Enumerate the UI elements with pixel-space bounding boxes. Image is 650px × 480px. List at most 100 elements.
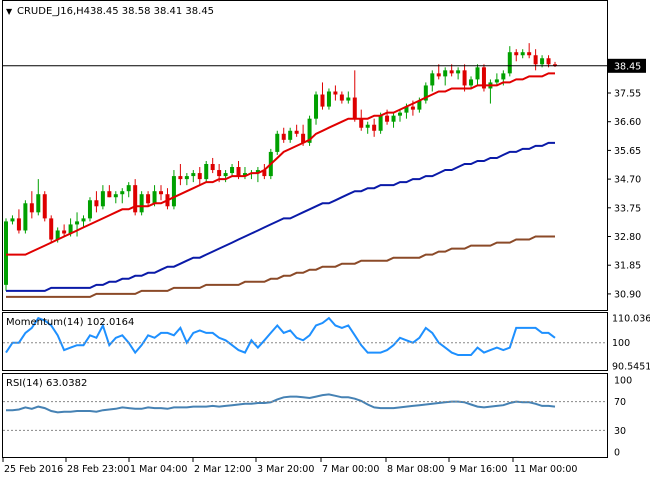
- candle-body: [359, 118, 364, 128]
- candle-body: [178, 176, 183, 180]
- candle-body: [430, 73, 435, 86]
- price-tick-label: 36.60: [614, 117, 641, 128]
- price-tick-label: 31.85: [614, 261, 641, 272]
- candle-body: [275, 133, 280, 152]
- candle-body: [423, 85, 428, 101]
- candle-body: [436, 73, 441, 77]
- price-tick-label: 33.75: [614, 203, 641, 214]
- candle-body: [288, 130, 293, 140]
- fast-moving-average-line: [6, 72, 555, 256]
- candle-body: [230, 167, 235, 174]
- candle-body: [404, 106, 409, 113]
- rsi-series: [3, 393, 607, 431]
- rsi-line: [6, 393, 556, 414]
- candle-body: [75, 221, 80, 225]
- symbol-collapse-icon[interactable]: ▼: [6, 7, 13, 16]
- candle-body: [533, 55, 538, 65]
- candle-body: [540, 58, 545, 65]
- candle-body: [481, 67, 486, 89]
- rsi-tick-label: 30: [614, 426, 626, 437]
- candle-body: [391, 115, 396, 122]
- price-tick-label: 37.55: [614, 89, 641, 100]
- time-tick-label: 1 Mar 04:00: [130, 464, 187, 475]
- candle-body: [501, 73, 506, 80]
- candle-body: [4, 221, 8, 285]
- time-tick-label: 8 Mar 08:00: [387, 464, 444, 475]
- candle-body: [62, 230, 67, 234]
- candle-body: [126, 185, 131, 192]
- candle-body: [546, 58, 551, 65]
- main-panel-frame: [2, 0, 608, 311]
- candle-body: [204, 164, 209, 180]
- candle-body: [417, 100, 422, 110]
- rsi-title: RSI(14) 63.0382: [6, 378, 87, 389]
- candle-body: [378, 115, 383, 131]
- candle-body: [120, 191, 125, 195]
- candle-body: [133, 185, 138, 213]
- candle-body: [507, 52, 512, 74]
- candle-body: [152, 191, 157, 204]
- candle-body: [159, 191, 164, 195]
- candle-body: [475, 67, 480, 80]
- candle-body: [29, 203, 34, 213]
- candle-body: [326, 91, 331, 107]
- candle-body: [301, 133, 306, 143]
- price-candles: [4, 43, 557, 291]
- price-tick-label: 30.90: [614, 289, 641, 300]
- time-tick-label: 28 Feb 23:00: [67, 464, 129, 475]
- candle-body: [139, 194, 144, 213]
- candle-body: [217, 170, 222, 177]
- time-tick-label: 7 Mar 00:00: [322, 464, 379, 475]
- candle-body: [16, 218, 21, 231]
- candle-body: [346, 97, 351, 101]
- candle-body: [100, 191, 105, 207]
- current-price-badge: [608, 58, 646, 73]
- candle-body: [23, 203, 28, 231]
- candle-body: [339, 94, 344, 101]
- momentum-tick-label: 90.5451: [612, 362, 650, 373]
- candle-body: [87, 200, 92, 219]
- time-tick-label: 11 Mar 00:00: [514, 464, 577, 475]
- candle-body: [372, 124, 377, 131]
- candle-body: [462, 70, 467, 86]
- time-tick-label: 3 Mar 20:00: [257, 464, 314, 475]
- candle-body: [262, 170, 267, 177]
- candle-body: [197, 173, 202, 180]
- ohlc-readout: 38.45 38.58 38.41 38.45: [90, 6, 214, 17]
- candle-body: [314, 94, 319, 119]
- chart-title: CRUDE_J16,H4: [17, 6, 90, 17]
- candle-body: [294, 130, 299, 134]
- moving-average-lines: [6, 72, 555, 298]
- axis-labels: 30.90 31.85 32.80 33.75 34.70 35.65 36.60 37.55…: [2, 58, 650, 475]
- momentum-title: Momentum(14) 102.0164: [6, 317, 134, 328]
- candle-body: [469, 79, 474, 86]
- current-price-label: 38.45: [614, 61, 641, 72]
- candle-body: [146, 194, 151, 204]
- price-tick-label: 34.70: [614, 175, 641, 186]
- candle-body: [449, 70, 454, 74]
- candle-body: [527, 52, 532, 56]
- candle-body: [456, 70, 461, 74]
- candle-body: [242, 173, 247, 177]
- candle-body: [42, 194, 47, 219]
- momentum-line: [5, 316, 556, 356]
- rsi-tick-label: 70: [614, 397, 626, 408]
- candle-body: [210, 164, 215, 171]
- candle-body: [320, 94, 325, 107]
- candle-body: [191, 173, 196, 177]
- price-tick-label: 35.65: [614, 146, 641, 157]
- momentum-series: [3, 316, 607, 356]
- price-tick-label: 32.80: [614, 232, 641, 243]
- candle-body: [255, 170, 260, 174]
- candle-body: [184, 176, 189, 180]
- candle-body: [223, 173, 228, 177]
- candle-body: [385, 115, 390, 122]
- candle-body: [443, 70, 448, 77]
- momentum-panel-frame: [2, 312, 608, 371]
- candle-body: [520, 52, 525, 56]
- candle-body: [514, 52, 519, 56]
- time-tick-label: 25 Feb 2016: [4, 464, 63, 475]
- candle-body: [281, 133, 286, 140]
